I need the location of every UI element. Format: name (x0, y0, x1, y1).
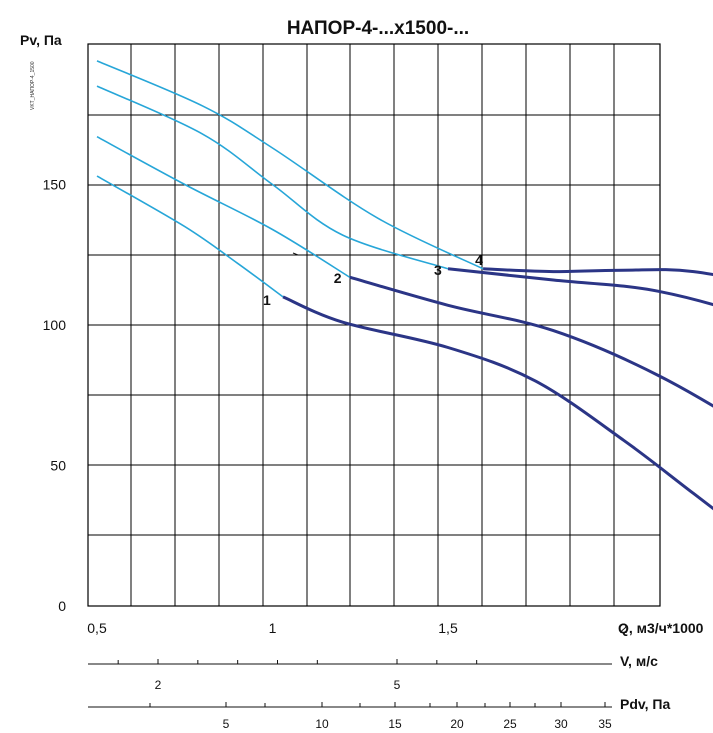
x-axis-label: Q, м3/ч*1000 (618, 620, 704, 636)
pdv-tick-label: 15 (388, 717, 402, 731)
x-tick-label: 2 (620, 620, 628, 636)
curve-stall-3 (96, 85, 449, 270)
curve-stall-1 (96, 175, 284, 298)
x-tick-label: 1,5 (438, 620, 458, 636)
pdv-tick-label: 10 (315, 717, 329, 731)
curve-main-1 (282, 295, 713, 511)
curve-main-2 (349, 275, 713, 408)
pdv-tick-label: 25 (503, 717, 517, 731)
curve-number-label: 3 (434, 262, 442, 278)
curve-number-label: 4 (475, 252, 483, 268)
watermark-text: VKT_НАПОР-4_1500 (30, 61, 36, 110)
pdv-tick-label: 20 (450, 717, 464, 731)
grid (87, 43, 661, 607)
curve-stall-4 (96, 60, 484, 270)
x-tick-label: 1 (269, 620, 277, 636)
curve-main-4 (483, 267, 713, 276)
velocity-tick-label: 2 (155, 678, 162, 692)
y-tick-label: 0 (58, 598, 66, 614)
pdv-tick-label: 5 (223, 717, 230, 731)
label-leader (292, 252, 299, 256)
y-tick-label: 100 (43, 317, 67, 333)
pdv-axis-label: Pdv, Па (620, 696, 670, 712)
x-tick-labels: 0,511,522,533,5 (87, 620, 628, 636)
curve-number-label: 1 (263, 292, 271, 308)
velocity-tick-label: 5 (394, 678, 401, 692)
pdv-tick-label: 35 (598, 717, 612, 731)
curve-main-3 (447, 267, 713, 307)
curve-stall-2 (96, 136, 351, 278)
curves: 10,1820,1830,1840,18 (96, 60, 713, 511)
y-tick-label: 150 (43, 177, 67, 193)
curve-number-label: 2 (334, 270, 342, 286)
velocity-axis-label: V, м/с (620, 653, 658, 669)
y-tick-labels: 0 50 100 150 (43, 177, 67, 615)
x-tick-label: 0,5 (87, 620, 107, 636)
watermark: VKT_НАПОР-4_1500 (30, 61, 36, 110)
y-tick-label: 50 (50, 458, 66, 474)
y-axis-label: Pv, Па (20, 32, 62, 48)
chart-title: НАПОР-4-...x1500-... (287, 18, 469, 39)
pdv-tick-label: 30 (554, 717, 568, 731)
